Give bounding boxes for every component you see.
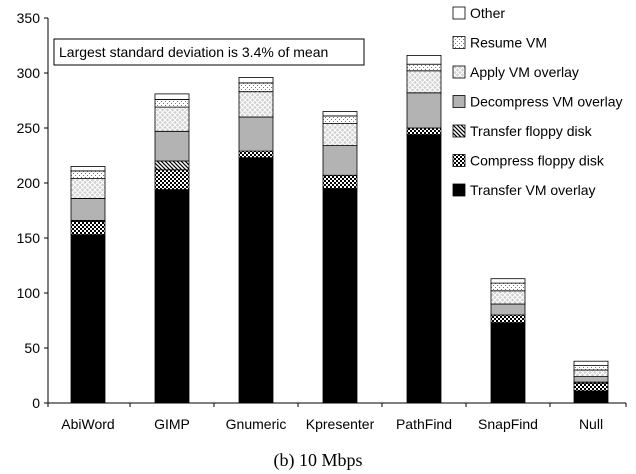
y-tick-label: 100 <box>17 285 41 301</box>
bar-kpresenter-transfer-vm-overlay <box>322 188 358 404</box>
bar-abiword-compress-floppy-disk <box>70 221 106 236</box>
legend-label-other: Other <box>470 5 505 21</box>
bar-kpresenter-resume-vm <box>322 115 358 125</box>
bar-snapfind-decompress-vm-overlay <box>490 303 526 316</box>
bar-kpresenter-compress-floppy-disk <box>322 174 358 189</box>
bar-pathfind-decompress-vm-overlay <box>406 92 442 129</box>
bar-abiword-other <box>70 166 106 172</box>
bar-null-apply-vm-overlay <box>573 369 609 377</box>
y-tick-label: 150 <box>17 230 41 246</box>
legend-label-compress-floppy-disk: Compress floppy disk <box>470 153 605 169</box>
x-tick-label: Null <box>579 416 603 432</box>
y-tick-label: 50 <box>24 340 40 356</box>
bar-gnumeric-other <box>238 77 274 84</box>
bar-null-resume-vm <box>573 365 609 371</box>
x-tick-label: SnapFind <box>478 416 538 432</box>
bar-kpresenter-other <box>322 111 358 117</box>
legend-swatch-apply-vm-overlay <box>452 65 466 79</box>
legend-swatch-transfer-vm-overlay <box>452 183 466 197</box>
bar-gnumeric-apply-vm-overlay <box>238 91 274 118</box>
annotation-box <box>53 38 365 66</box>
y-ticks: 0 50 100 150 200 250 300 350 <box>17 10 48 411</box>
bar-gimp-apply-vm-overlay <box>154 106 190 132</box>
bar-kpresenter-decompress-vm-overlay <box>322 145 358 176</box>
legend-swatch-resume-vm <box>452 36 466 49</box>
y-tick-label: 0 <box>32 395 40 411</box>
bar-pathfind-resume-vm <box>406 63 442 72</box>
x-tick-label: Kpresenter <box>306 416 375 432</box>
legend-swatch-compress-floppy-disk <box>452 154 466 167</box>
y-tick-label: 250 <box>17 120 41 136</box>
bar-abiword-apply-vm-overlay <box>70 178 106 199</box>
y-tick-label: 200 <box>17 175 41 191</box>
bar-snapfind-resume-vm <box>490 282 526 292</box>
legend-label-transfer-vm-overlay: Transfer VM overlay <box>470 182 596 198</box>
bar-pathfind-transfer-vm-overlay <box>406 134 442 404</box>
bar-snapfind-compress-floppy-disk <box>490 314 526 324</box>
legend: Other Resume VM Apply VM overlay Decompress… <box>452 5 623 198</box>
legend-swatch-decompress-vm-overlay <box>452 95 466 108</box>
x-tick-label: PathFind <box>396 416 452 432</box>
bar-snapfind-other <box>490 278 526 284</box>
bar-gimp-transfer-vm-overlay <box>154 189 190 404</box>
y-tick-label: 350 <box>17 10 41 26</box>
bar-pathfind-compress-floppy-disk <box>406 127 442 135</box>
legend-label-apply-vm-overlay: Apply VM overlay <box>470 64 579 80</box>
bar-gimp-compress-floppy-disk <box>154 169 190 191</box>
annotation-text: Largest standard deviation is 3.4% of me… <box>59 44 328 60</box>
legend-swatch-transfer-floppy-disk <box>452 124 466 138</box>
x-tick-label: AbiWord <box>61 416 114 432</box>
bar-abiword-resume-vm <box>70 170 106 179</box>
bar-null-transfer-vm-overlay <box>573 390 609 404</box>
bar-null-compress-floppy-disk <box>573 382 609 392</box>
chart-caption: (b) 10 Mbps <box>274 450 363 471</box>
legend-label-decompress-vm-overlay: Decompress VM overlay <box>470 94 623 110</box>
x-ticks: AbiWord GIMP Gnumeric Kpresenter PathFind Sna… <box>47 403 627 432</box>
bar-gnumeric-transfer-vm-overlay <box>238 157 274 404</box>
bar-snapfind-apply-vm-overlay <box>490 290 526 305</box>
x-tick-label: Gnumeric <box>226 416 287 432</box>
bar-abiword-decompress-vm-overlay <box>70 197 106 221</box>
bar-null-decompress-vm-overlay <box>573 376 609 383</box>
bar-kpresenter-apply-vm-overlay <box>322 123 358 146</box>
bar-gimp-resume-vm <box>154 99 190 108</box>
bar-snapfind-transfer-vm-overlay <box>490 322 526 404</box>
bar-null-other <box>573 360 609 367</box>
bar-gimp-decompress-vm-overlay <box>154 130 190 162</box>
bars-layer <box>70 55 609 404</box>
bar-gimp-transfer-floppy-disk <box>154 160 190 171</box>
y-tick-label: 300 <box>17 65 41 81</box>
bar-gnumeric-resume-vm <box>238 82 274 93</box>
bar-gimp-other <box>154 93 190 100</box>
bar-pathfind-other <box>406 55 442 65</box>
bar-abiword-transfer-vm-overlay <box>70 234 106 404</box>
bar-pathfind-apply-vm-overlay <box>406 70 442 94</box>
bar-gnumeric-compress-floppy-disk <box>238 150 274 159</box>
x-tick-label: GIMP <box>154 416 190 432</box>
legend-label-transfer-floppy-disk: Transfer floppy disk <box>470 123 593 139</box>
legend-swatch-other <box>452 6 466 20</box>
bar-gnumeric-decompress-vm-overlay <box>238 116 274 152</box>
legend-label-resume-vm: Resume VM <box>470 35 547 51</box>
